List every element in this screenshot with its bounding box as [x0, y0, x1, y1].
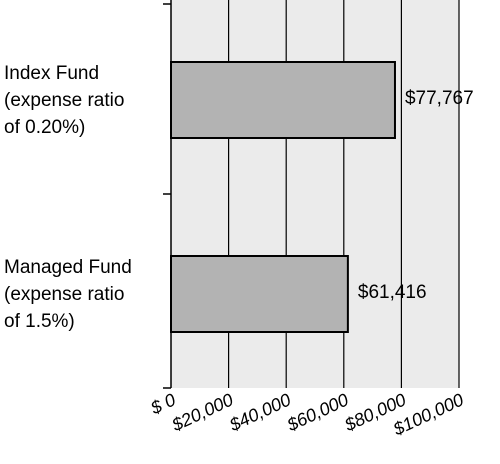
category-label-line: Managed Fund	[4, 257, 132, 278]
category-label-line: (expense ratio	[4, 90, 125, 111]
category-label-managed-fund: Managed Fund (expense ratio of 1.5%)	[4, 254, 164, 335]
x-tick-label: $20,000	[168, 389, 236, 435]
bar-1	[170, 255, 349, 333]
x-tick-labels: $ 0$20,000$40,000$60,000$80,000$100,000	[147, 389, 467, 439]
x-tick-label: $60,000	[283, 389, 351, 435]
category-label-line: of 0.20%)	[4, 117, 86, 138]
category-label-line: (expense ratio	[4, 284, 125, 305]
data-label-index-fund: $77,767	[404, 88, 474, 109]
bar-0	[170, 61, 396, 139]
bars	[170, 61, 396, 333]
data-label-managed-fund: $61,416	[357, 282, 427, 303]
y-axis	[163, 0, 172, 389]
category-label-index-fund: Index Fund (expense ratio of 0.20%)	[4, 60, 164, 141]
category-label-line: Index Fund	[4, 63, 100, 84]
category-label-line: of 1.5%)	[4, 311, 75, 332]
x-tick-label: $40,000	[226, 389, 294, 435]
